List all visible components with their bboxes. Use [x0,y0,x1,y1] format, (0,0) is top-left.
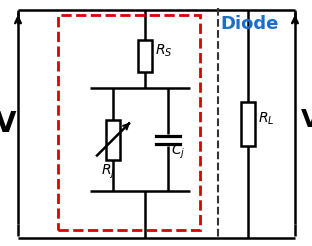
Text: $R_j$: $R_j$ [101,162,115,181]
Bar [138,40,152,72]
Bar [241,102,255,146]
Text: $R_L$: $R_L$ [258,111,275,127]
Text: $R_S$: $R_S$ [155,43,173,59]
Text: V: V [0,110,17,138]
Text: V: V [301,108,312,132]
Text: Diode: Diode [220,15,278,33]
Bar [106,120,120,159]
Text: $C_j$: $C_j$ [171,142,185,161]
